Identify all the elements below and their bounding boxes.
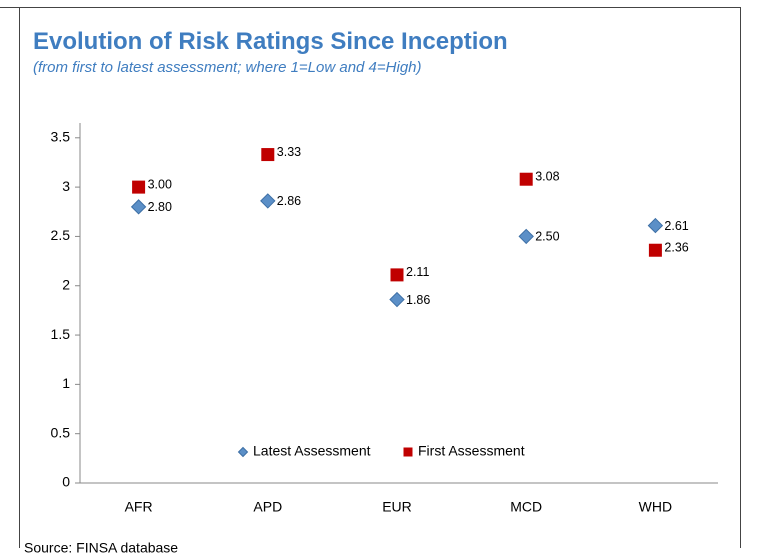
value-label: 2.61 bbox=[664, 219, 688, 233]
diamond-marker bbox=[647, 217, 664, 234]
diamond-marker bbox=[237, 446, 249, 458]
y-tick-label: 1 bbox=[62, 375, 70, 391]
y-tick-label: 0 bbox=[62, 474, 70, 490]
y-tick-label: 1.5 bbox=[51, 326, 71, 342]
square-marker bbox=[648, 243, 662, 257]
legend-label: Latest Assessment bbox=[253, 443, 371, 459]
y-tick-label: 2 bbox=[62, 276, 70, 292]
x-tick-label: APD bbox=[253, 499, 282, 515]
square-marker bbox=[403, 447, 413, 457]
diamond-marker bbox=[260, 193, 276, 209]
value-label: 2.86 bbox=[277, 194, 301, 208]
value-label: 2.80 bbox=[148, 200, 172, 214]
value-label: 2.50 bbox=[535, 230, 559, 244]
y-tick-label: 0.5 bbox=[51, 424, 71, 440]
x-tick-label: WHD bbox=[639, 499, 672, 515]
y-tick-label: 2.5 bbox=[51, 227, 71, 243]
square-marker bbox=[261, 148, 275, 162]
diamond-marker bbox=[518, 228, 534, 245]
diamond-marker bbox=[130, 199, 147, 215]
value-label: 3.00 bbox=[148, 177, 172, 191]
source-note: Source: FINSA database bbox=[24, 540, 178, 556]
square-marker bbox=[390, 268, 404, 282]
value-label: 2.36 bbox=[664, 241, 688, 255]
value-label: 3.33 bbox=[277, 145, 301, 159]
frame bbox=[0, 7, 741, 548]
x-tick-label: EUR bbox=[382, 499, 412, 515]
value-label: 3.08 bbox=[535, 170, 559, 184]
y-tick-label: 3.5 bbox=[51, 128, 71, 144]
x-tick-label: MCD bbox=[510, 499, 542, 515]
legend-label: First Assessment bbox=[418, 443, 525, 459]
square-marker bbox=[132, 180, 146, 194]
value-label: 2.11 bbox=[406, 265, 429, 279]
chart-title: Evolution of Risk Ratings Since Inceptio… bbox=[33, 28, 508, 55]
x-tick-label: AFR bbox=[125, 499, 153, 515]
diamond-marker bbox=[389, 291, 405, 308]
y-tick-label: 3 bbox=[62, 178, 70, 194]
square-marker bbox=[519, 172, 533, 186]
value-label: 1.86 bbox=[406, 293, 430, 307]
chart-subtitle: (from first to latest assessment; where … bbox=[33, 59, 422, 76]
